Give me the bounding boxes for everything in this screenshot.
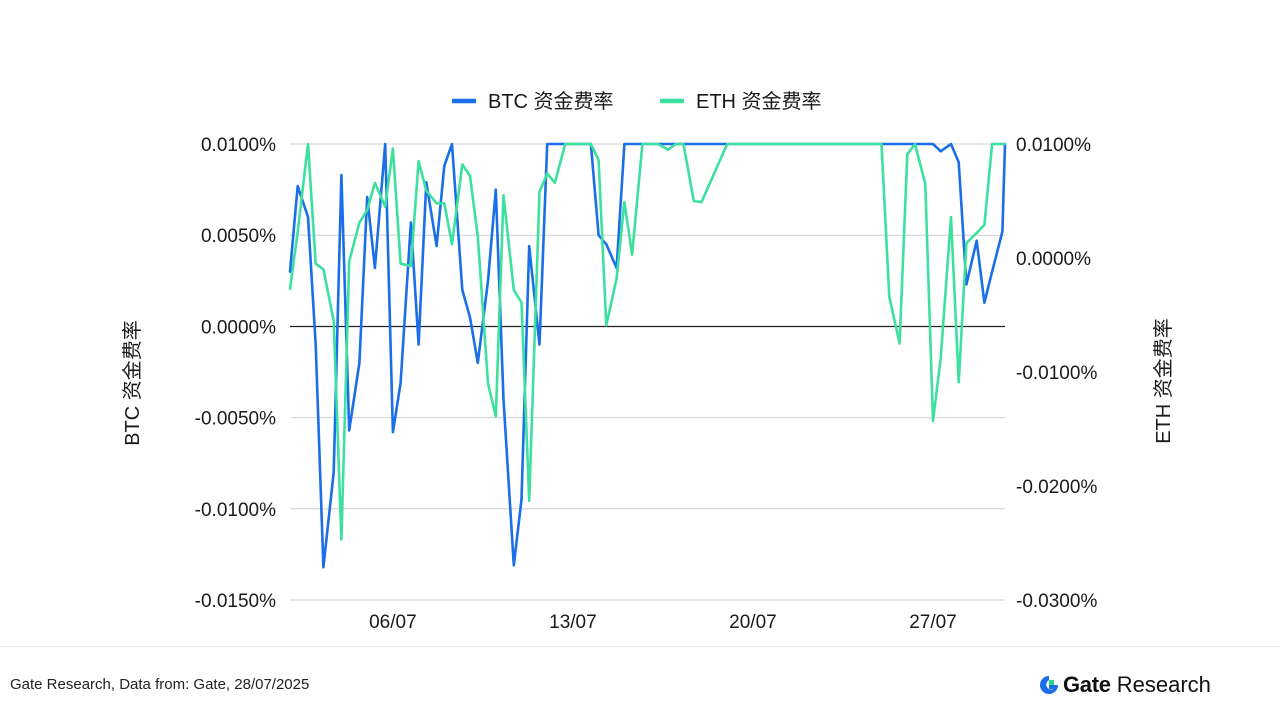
y-left-tick-label: -0.0150%: [195, 591, 276, 612]
y-right-tick-label: 0.0100%: [1016, 135, 1091, 156]
legend: BTC 资金费率 ETH 资金费率: [452, 90, 822, 113]
legend-label-btc: BTC 资金费率: [488, 90, 614, 113]
x-axis-ticks: 06/07 13/07 20/07 27/07: [369, 612, 957, 633]
funding-rate-chart: 0.0100% 0.0050% 0.0000% -0.0050% -0.0100% -0.…: [121, 90, 1175, 633]
eth-series-line: [288, 142, 1007, 541]
y-right-axis-title: ETH 资金费率: [1152, 318, 1175, 444]
y-right-tick-label: -0.0100%: [1016, 363, 1097, 384]
footer-divider: [0, 646, 1280, 647]
y-right-tick-label: 0.0000%: [1016, 249, 1091, 270]
x-tick-label: 27/07: [909, 612, 957, 633]
brand-logo: Gate Research: [1038, 672, 1211, 698]
btc-series-line: [288, 142, 1007, 569]
y-right-tick-label: -0.0200%: [1016, 477, 1097, 498]
x-tick-label: 13/07: [549, 612, 597, 633]
y-left-tick-label: -0.0050%: [195, 409, 276, 430]
left-axis-ticks: 0.0100% 0.0050% 0.0000% -0.0050% -0.0100% -0.…: [195, 135, 276, 612]
x-tick-label: 06/07: [369, 612, 417, 633]
y-left-tick-label: 0.0000%: [201, 317, 276, 338]
legend-label-eth: ETH 资金费率: [696, 90, 822, 113]
y-right-tick-label: -0.0300%: [1016, 591, 1097, 612]
y-left-axis-title: BTC 资金费率: [121, 320, 144, 446]
y-left-tick-label: 0.0100%: [201, 135, 276, 156]
brand-name: Gate: [1063, 672, 1111, 697]
series-lines: [288, 142, 1007, 569]
brand-subtitle: Research: [1116, 672, 1211, 697]
source-note: Gate Research, Data from: Gate, 28/07/20…: [10, 676, 310, 693]
y-left-tick-label: -0.0100%: [195, 500, 276, 521]
right-axis-ticks: 0.0100% 0.0000% -0.0100% -0.0200% -0.0300%: [1016, 135, 1097, 612]
x-tick-label: 20/07: [729, 612, 777, 633]
gate-logo-icon: [1040, 676, 1058, 694]
y-left-tick-label: 0.0050%: [201, 226, 276, 247]
